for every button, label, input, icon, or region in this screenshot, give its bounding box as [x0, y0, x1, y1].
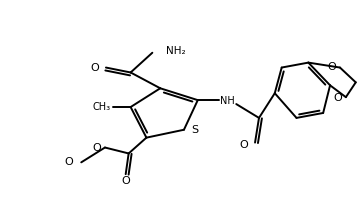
Text: NH₂: NH₂ — [166, 46, 186, 56]
Text: O: O — [333, 93, 342, 103]
Text: O: O — [65, 157, 73, 167]
Text: O: O — [327, 62, 336, 72]
Text: O: O — [239, 139, 248, 150]
Text: O: O — [121, 176, 130, 186]
Text: CH₃: CH₃ — [93, 102, 111, 112]
Text: O: O — [90, 62, 99, 73]
Text: O: O — [92, 143, 101, 152]
Text: NH: NH — [220, 96, 235, 106]
Text: S: S — [191, 125, 198, 135]
